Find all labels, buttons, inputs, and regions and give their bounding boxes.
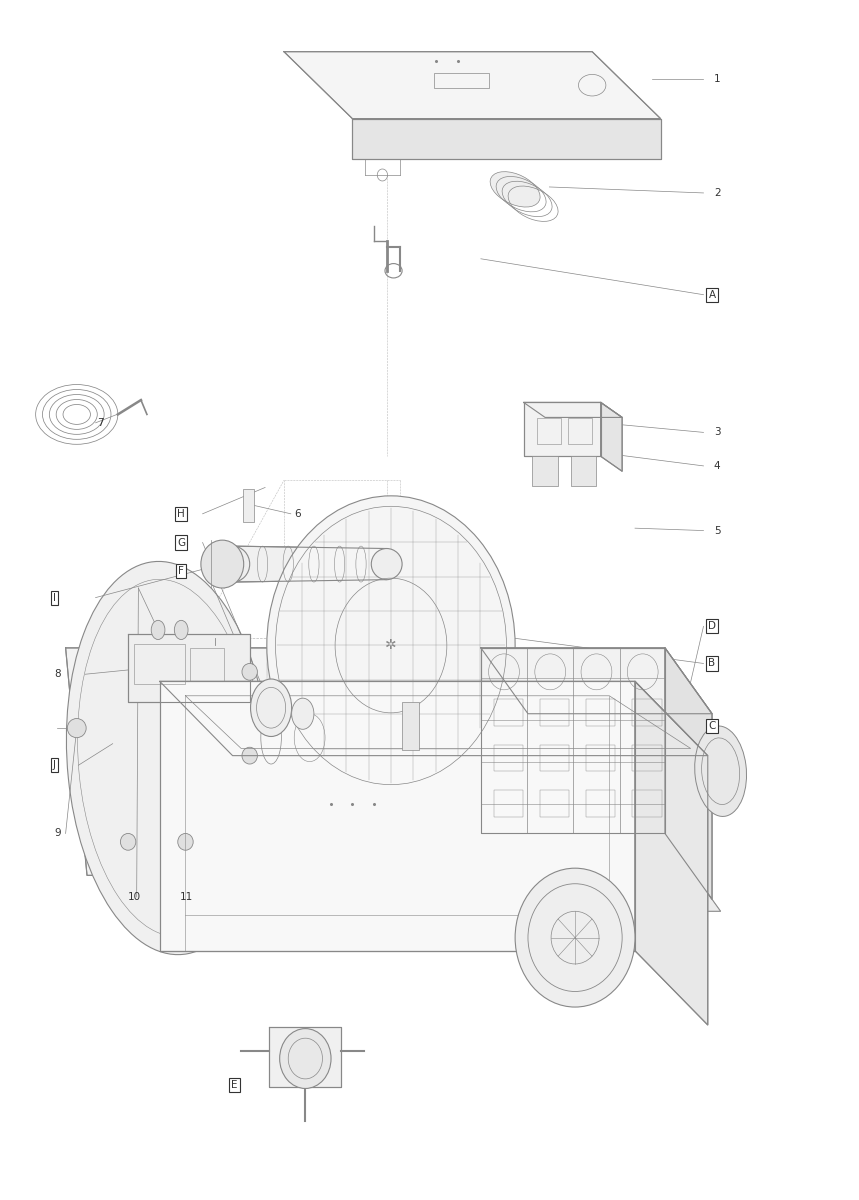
Bar bbox=[540, 791, 569, 817]
Bar bbox=[586, 791, 615, 817]
Bar bbox=[243, 488, 254, 522]
Text: J: J bbox=[53, 761, 56, 770]
Polygon shape bbox=[481, 648, 712, 714]
Bar bbox=[540, 700, 569, 726]
Ellipse shape bbox=[371, 548, 402, 580]
Bar bbox=[134, 644, 186, 684]
Text: G: G bbox=[177, 538, 186, 547]
Ellipse shape bbox=[292, 698, 314, 730]
Bar bbox=[632, 791, 661, 817]
Polygon shape bbox=[233, 546, 387, 582]
Text: C: C bbox=[709, 721, 716, 731]
Bar bbox=[533, 456, 558, 486]
Ellipse shape bbox=[242, 748, 258, 764]
Bar bbox=[632, 745, 661, 772]
Text: 10: 10 bbox=[128, 892, 141, 902]
Polygon shape bbox=[472, 846, 721, 911]
Bar bbox=[632, 700, 661, 726]
Text: A: A bbox=[709, 289, 716, 300]
Ellipse shape bbox=[66, 562, 271, 955]
Text: 1: 1 bbox=[714, 74, 721, 84]
Text: 6: 6 bbox=[295, 509, 301, 518]
Ellipse shape bbox=[251, 679, 292, 737]
Ellipse shape bbox=[242, 664, 258, 680]
Polygon shape bbox=[524, 402, 600, 456]
Polygon shape bbox=[65, 648, 301, 875]
Ellipse shape bbox=[695, 726, 746, 816]
Ellipse shape bbox=[490, 172, 540, 208]
Text: 5: 5 bbox=[714, 526, 721, 535]
Text: 4: 4 bbox=[714, 461, 721, 470]
Text: F: F bbox=[179, 566, 184, 576]
Polygon shape bbox=[284, 52, 661, 119]
Ellipse shape bbox=[178, 834, 193, 851]
Text: 9: 9 bbox=[54, 828, 61, 839]
Polygon shape bbox=[524, 402, 622, 418]
Text: I: I bbox=[53, 593, 56, 602]
Ellipse shape bbox=[267, 496, 515, 796]
Bar bbox=[494, 700, 523, 726]
Polygon shape bbox=[600, 402, 622, 472]
Ellipse shape bbox=[120, 834, 136, 851]
Bar bbox=[537, 418, 561, 444]
Ellipse shape bbox=[151, 620, 165, 640]
Bar bbox=[494, 745, 523, 772]
Bar bbox=[568, 418, 592, 444]
Text: 2: 2 bbox=[714, 188, 721, 198]
Ellipse shape bbox=[280, 1028, 331, 1088]
Text: 11: 11 bbox=[180, 892, 192, 902]
Ellipse shape bbox=[256, 702, 287, 774]
Text: H: H bbox=[177, 509, 185, 518]
Polygon shape bbox=[128, 634, 250, 702]
Text: 3: 3 bbox=[714, 427, 721, 437]
Text: 8: 8 bbox=[54, 670, 61, 679]
Bar bbox=[586, 745, 615, 772]
Text: 7: 7 bbox=[97, 418, 104, 428]
Polygon shape bbox=[665, 648, 712, 899]
Text: ✲: ✲ bbox=[385, 638, 397, 653]
Bar bbox=[570, 456, 596, 486]
Bar bbox=[434, 73, 490, 88]
Ellipse shape bbox=[67, 719, 86, 738]
Bar bbox=[586, 700, 615, 726]
Bar bbox=[250, 696, 335, 786]
Text: D: D bbox=[708, 622, 716, 631]
Ellipse shape bbox=[174, 620, 188, 640]
Bar bbox=[402, 702, 419, 750]
Polygon shape bbox=[481, 648, 665, 834]
Bar bbox=[494, 791, 523, 817]
Polygon shape bbox=[270, 1027, 341, 1087]
Text: E: E bbox=[231, 1080, 238, 1090]
Polygon shape bbox=[160, 682, 708, 756]
Polygon shape bbox=[635, 682, 708, 1025]
Ellipse shape bbox=[216, 546, 250, 582]
Text: B: B bbox=[709, 659, 716, 668]
Bar bbox=[190, 648, 224, 682]
Bar bbox=[540, 745, 569, 772]
Polygon shape bbox=[352, 119, 661, 160]
Ellipse shape bbox=[515, 868, 635, 1007]
Polygon shape bbox=[160, 682, 635, 950]
Ellipse shape bbox=[201, 540, 244, 588]
